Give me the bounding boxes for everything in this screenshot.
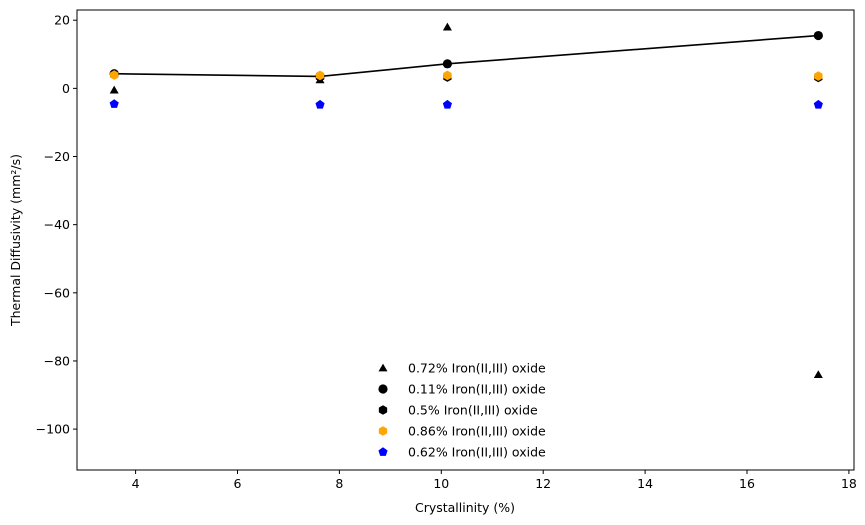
data-point-series-5-3 (442, 99, 452, 109)
y-tick-label: 0 (62, 81, 70, 96)
data-point-series-2-3 (442, 59, 453, 69)
data-point-series-4-3 (443, 70, 452, 81)
trend-line (114, 34, 819, 78)
legend: 0.72% Iron(II,III) oxide 0.11% Iron(II,II… (378, 361, 546, 460)
axis-ticks: 4 6 8 10 12 14 16 18 20 0 −20 −40 −60 −80 −100 (36, 13, 857, 491)
x-axis-label: Crystallinity (%) (415, 500, 515, 515)
data-point-series-4-1 (110, 70, 119, 80)
legend-label-4: 0.86% Iron(II,III) oxide (408, 424, 546, 439)
legend-marker-4 (378, 426, 388, 436)
x-tick-label: 4 (132, 476, 140, 491)
data-point-series-5-2 (315, 99, 325, 109)
legend-label-2: 0.11% Iron(II,III) oxide (408, 382, 546, 397)
data-point-series-5-4 (813, 99, 823, 109)
legend-marker-5 (378, 447, 388, 456)
data-point-series-2-4 (813, 30, 823, 41)
plot-area (109, 22, 823, 378)
x-tick-label: 16 (739, 476, 755, 491)
legend-marker-1 (378, 363, 388, 372)
y-tick-label: 20 (54, 13, 70, 28)
legend-label-5: 0.62% Iron(II,III) oxide (408, 445, 546, 460)
legend-label-1: 0.72% Iron(II,III) oxide (408, 361, 546, 376)
x-tick-label: 14 (637, 476, 653, 491)
x-tick-label: 6 (234, 476, 242, 491)
y-tick-label: −20 (44, 149, 70, 164)
legend-label-3: 0.5% Iron(II,III) oxide (408, 403, 538, 418)
y-tick-label: −100 (36, 422, 70, 437)
y-axis-label: Thermal Diffusivity (mm²/s) (8, 154, 23, 327)
data-point-series-5-1 (109, 99, 119, 108)
data-point-series-1-3 (442, 22, 452, 31)
legend-marker-3 (378, 405, 388, 415)
x-tick-label: 12 (535, 476, 551, 491)
x-tick-label: 10 (433, 476, 449, 491)
legend-marker-2 (378, 384, 388, 394)
y-tick-label: −60 (44, 285, 70, 300)
x-tick-label: 8 (335, 476, 343, 491)
data-point-series-1-4 (813, 370, 823, 378)
x-tick-label: 18 (841, 476, 857, 491)
plot-frame (76, 9, 855, 471)
y-tick-label: −80 (44, 353, 70, 368)
data-point-series-1-1 (109, 85, 119, 94)
data-point-series-4-2 (315, 70, 325, 81)
y-tick-label: −40 (44, 217, 70, 232)
data-point-series-4-4 (814, 71, 823, 81)
